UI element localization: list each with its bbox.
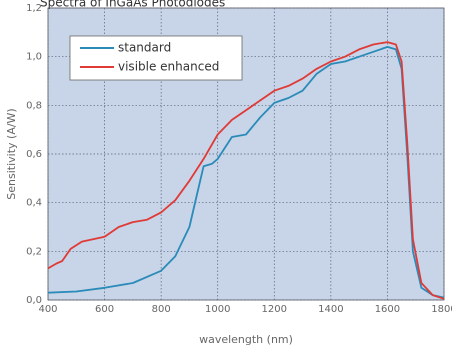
y-tick-label: 0,4 xyxy=(26,198,42,209)
x-tick-label: 1800 xyxy=(431,304,452,315)
x-tick-label: 800 xyxy=(152,304,171,315)
y-tick-label: 0,2 xyxy=(26,246,42,257)
x-tick-label: 1000 xyxy=(205,304,230,315)
x-tick-label: 1200 xyxy=(262,304,287,315)
y-tick-label: 0,0 xyxy=(26,295,42,306)
legend-box xyxy=(69,35,243,81)
legend-label: visible enhanced xyxy=(118,60,219,74)
x-tick-label: 600 xyxy=(95,304,114,315)
chart-title: Spectra of InGaAs Photodiodes xyxy=(40,0,225,10)
y-tick-label: 0,6 xyxy=(26,149,42,160)
y-tick-label: 1,2 xyxy=(26,3,42,14)
x-axis-label: wavelength (nm) xyxy=(199,333,293,346)
y-tick-label: 0,8 xyxy=(26,100,42,111)
x-tick-label: 1600 xyxy=(375,304,400,315)
x-tick-label: 1400 xyxy=(318,304,343,315)
y-tick-label: 1,0 xyxy=(26,52,42,63)
y-axis-label: Sensitivity (A/W) xyxy=(5,108,18,199)
x-tick-label: 400 xyxy=(38,304,57,315)
legend-label: standard xyxy=(118,41,171,55)
line xyxy=(47,41,445,300)
